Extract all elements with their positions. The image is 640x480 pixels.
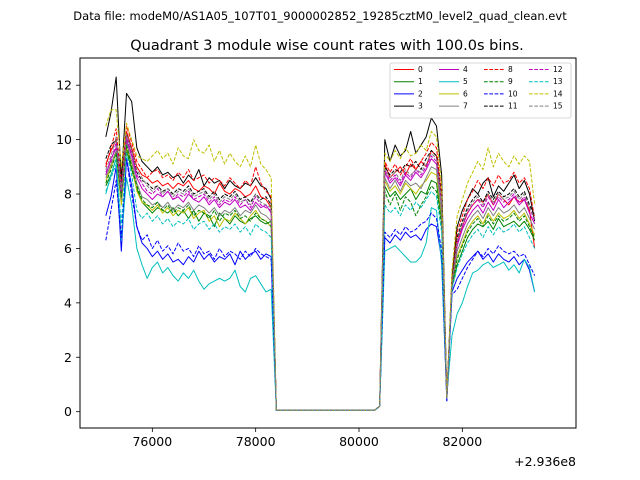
legend-label-4: 4 [463,65,468,74]
y-tick-label: 6 [64,241,72,256]
x-tick-label: 76000 [132,434,172,449]
plot-frame [79,57,577,429]
legend-label-12: 12 [553,65,563,74]
legend-label-2: 2 [418,89,423,98]
legend-label-1: 1 [418,77,423,86]
legend-label-7: 7 [463,102,468,111]
series-line-10 [105,158,536,411]
legend-label-11: 11 [508,102,518,111]
legend-label-9: 9 [508,77,513,86]
y-tick-label: 8 [64,187,72,202]
y-axis: 0 2 4 6 8 10 12 [56,78,80,419]
y-tick-label: 12 [56,78,72,93]
chart-title: Quadrant 3 module wise count rates with … [130,38,524,54]
legend-label-0: 0 [418,65,423,74]
x-axis: 76000 78000 80000 82000 [132,428,482,449]
series-line-15 [105,133,536,411]
legend-label-3: 3 [418,102,423,111]
x-tick-label: 78000 [236,434,276,449]
legend-label-8: 8 [508,65,513,74]
y-tick-label: 4 [64,295,72,310]
y-tick-label: 0 [64,404,72,419]
x-tick-label: 82000 [442,434,482,449]
legend-box [389,62,572,119]
legend-label-6: 6 [463,89,468,98]
chart-suptitle: Data file: modeM0/AS1A05_107T01_90000028… [73,9,567,23]
y-tick-label: 10 [56,132,72,147]
legend-label-10: 10 [508,89,518,98]
x-offset-label: +2.936e8 [514,454,576,469]
x-tick-label: 80000 [339,434,379,449]
legend-label-13: 13 [553,77,563,86]
legend-label-14: 14 [553,89,563,98]
series-layer [105,76,536,411]
legend-label-15: 15 [553,102,563,111]
y-tick-label: 2 [64,350,72,365]
legend-label-5: 5 [463,77,468,86]
